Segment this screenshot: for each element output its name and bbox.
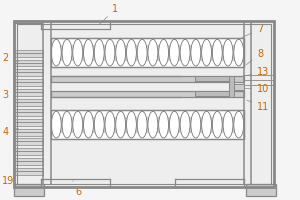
- Ellipse shape: [116, 111, 126, 138]
- Bar: [14, 21, 274, 187]
- Ellipse shape: [223, 111, 233, 138]
- Bar: [14, 148, 43, 155]
- Text: 7: 7: [242, 24, 263, 38]
- Ellipse shape: [84, 111, 93, 138]
- Ellipse shape: [234, 39, 244, 66]
- Ellipse shape: [148, 111, 158, 138]
- Text: 8: 8: [246, 49, 263, 65]
- Ellipse shape: [73, 111, 83, 138]
- Bar: [51, 110, 244, 139]
- Bar: [14, 109, 43, 116]
- Bar: [14, 69, 43, 76]
- Ellipse shape: [137, 39, 147, 66]
- Bar: [246, 184, 276, 196]
- Bar: [14, 89, 43, 96]
- Ellipse shape: [159, 39, 169, 66]
- Ellipse shape: [191, 111, 201, 138]
- Bar: [14, 21, 274, 187]
- Bar: [14, 129, 43, 136]
- Ellipse shape: [212, 39, 222, 66]
- Ellipse shape: [212, 111, 222, 138]
- Bar: [51, 117, 244, 133]
- Bar: [14, 60, 43, 66]
- Ellipse shape: [223, 39, 233, 66]
- Ellipse shape: [62, 39, 72, 66]
- Bar: [14, 99, 43, 106]
- Ellipse shape: [51, 39, 61, 66]
- Ellipse shape: [202, 111, 212, 138]
- Ellipse shape: [62, 111, 72, 138]
- Ellipse shape: [180, 39, 190, 66]
- Ellipse shape: [73, 39, 83, 66]
- Ellipse shape: [51, 111, 61, 138]
- Bar: [51, 45, 244, 61]
- Ellipse shape: [116, 39, 126, 66]
- Bar: [234, 84, 244, 90]
- Bar: [229, 76, 234, 97]
- Ellipse shape: [191, 39, 201, 66]
- Ellipse shape: [94, 111, 104, 138]
- Text: 13: 13: [234, 67, 269, 78]
- Bar: [51, 76, 244, 82]
- Ellipse shape: [137, 111, 147, 138]
- Ellipse shape: [84, 39, 93, 66]
- Bar: [195, 76, 229, 81]
- Ellipse shape: [105, 39, 115, 66]
- Bar: [14, 158, 43, 165]
- Ellipse shape: [105, 111, 115, 138]
- Text: 10: 10: [240, 84, 269, 94]
- Text: 2: 2: [2, 53, 19, 63]
- Text: 5: 5: [55, 111, 69, 123]
- Bar: [14, 184, 44, 196]
- Bar: [51, 91, 244, 97]
- Ellipse shape: [202, 39, 212, 66]
- Ellipse shape: [127, 39, 136, 66]
- Text: 19: 19: [2, 176, 21, 189]
- Text: 1: 1: [100, 4, 118, 24]
- Text: 6: 6: [73, 181, 82, 197]
- Bar: [14, 50, 43, 57]
- Bar: [14, 168, 43, 175]
- Ellipse shape: [234, 111, 244, 138]
- Ellipse shape: [180, 111, 190, 138]
- Bar: [51, 38, 244, 67]
- Bar: [14, 79, 43, 86]
- Text: 11: 11: [247, 100, 269, 112]
- Ellipse shape: [148, 39, 158, 66]
- Ellipse shape: [159, 111, 169, 138]
- Text: 3: 3: [2, 89, 16, 100]
- Bar: [17, 24, 271, 184]
- Ellipse shape: [169, 111, 179, 138]
- Bar: [51, 110, 244, 139]
- Ellipse shape: [169, 39, 179, 66]
- Bar: [14, 138, 43, 145]
- Bar: [14, 119, 43, 126]
- Bar: [51, 38, 244, 67]
- Ellipse shape: [127, 111, 136, 138]
- Ellipse shape: [94, 39, 104, 66]
- Text: 4: 4: [2, 127, 19, 137]
- Bar: [195, 91, 229, 96]
